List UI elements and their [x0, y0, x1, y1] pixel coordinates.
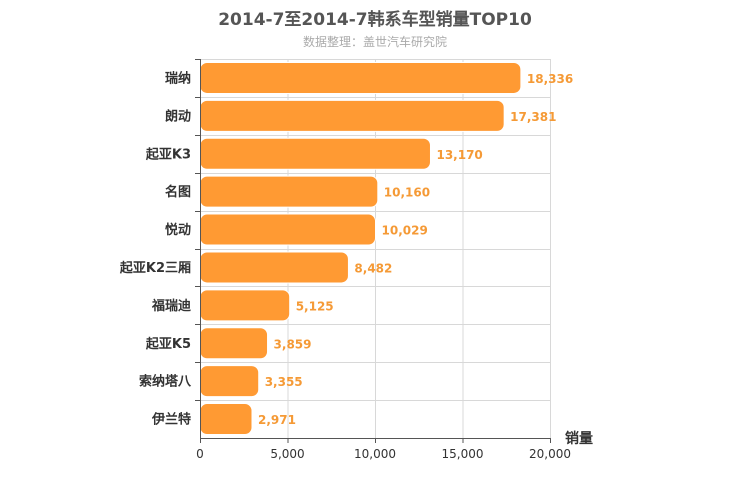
category-label: 伊兰特: [151, 412, 191, 428]
bar[interactable]: [199, 137, 431, 170]
x-tick-label: 20,000: [529, 447, 571, 461]
category-label: 朗动: [165, 108, 191, 124]
value-label: 8,482: [354, 261, 392, 275]
value-label: 3,355: [265, 375, 303, 389]
bar[interactable]: [199, 99, 505, 132]
bar[interactable]: [199, 327, 269, 360]
x-tick-label: 15,000: [442, 447, 484, 461]
category-label: 起亚K2三厢: [119, 260, 191, 276]
value-label: 2,971: [258, 413, 296, 427]
bar[interactable]: [199, 251, 349, 284]
x-tick-label: 5,000: [270, 447, 304, 461]
value-label: 18,336: [527, 72, 573, 86]
value-label: 5,125: [296, 299, 334, 313]
category-label: 起亚K3: [145, 146, 191, 162]
bar[interactable]: [199, 175, 379, 208]
category-label: 瑞纳: [165, 70, 191, 86]
bar[interactable]: [199, 213, 377, 246]
bar[interactable]: [199, 365, 260, 398]
category-label: 索纳塔八: [139, 374, 192, 390]
category-label: 名图: [165, 184, 191, 200]
chart-title: 2014-7至2014-7韩系车型销量TOP10: [218, 10, 532, 30]
chart-subtitle: 数据整理：盖世汽车研究院: [302, 35, 447, 49]
value-label: 3,859: [274, 337, 312, 351]
bar[interactable]: [199, 403, 253, 436]
bar[interactable]: [199, 289, 291, 322]
x-tick-label: 0: [196, 447, 204, 461]
category-label: 福瑞迪: [151, 298, 191, 314]
x-tick-label: 10,000: [354, 447, 396, 461]
bar[interactable]: [199, 61, 522, 94]
value-label: 17,381: [510, 110, 556, 124]
category-label: 悦动: [165, 222, 191, 238]
value-label: 10,029: [382, 224, 428, 238]
value-label: 13,170: [436, 148, 482, 162]
x-axis-title: 销量: [565, 430, 593, 447]
category-label: 起亚K5: [145, 336, 191, 352]
value-label: 10,160: [384, 186, 430, 200]
